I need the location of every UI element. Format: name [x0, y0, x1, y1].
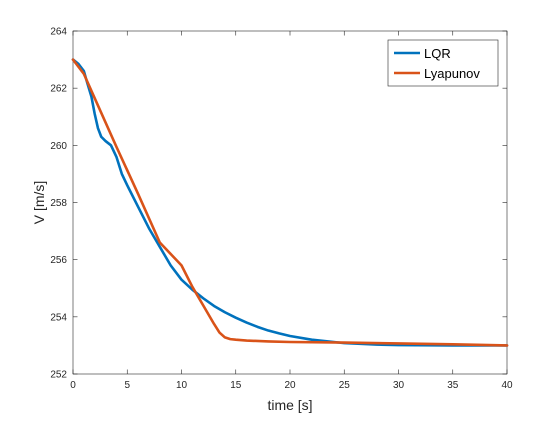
x-tick-label: 5 — [124, 380, 130, 391]
x-tick-label: 35 — [447, 380, 459, 391]
y-tick-label: 256 — [50, 255, 67, 266]
y-tick-label: 262 — [50, 84, 67, 95]
y-tick-label: 260 — [50, 141, 67, 152]
series-lines — [71, 58, 509, 347]
x-tick-label: 10 — [176, 380, 188, 391]
y-tick-label: 258 — [50, 198, 67, 209]
legend-label-lyapunov: Lyapunov — [424, 66, 480, 81]
x-tick-label: 30 — [393, 380, 405, 391]
axis-ticks: 0 5 10 15 20 25 30 35 40 252 254 256 258 260 262 264 — [50, 27, 513, 392]
x-tick-label: 15 — [230, 380, 242, 391]
series-line-lqr — [71, 58, 509, 347]
x-tick-label: 25 — [339, 380, 351, 391]
plot-box — [72, 30, 508, 375]
x-tick-label: 40 — [501, 380, 513, 391]
y-tick-label: 254 — [50, 312, 67, 323]
plot-area — [72, 30, 508, 375]
y-tick-label: 252 — [50, 370, 67, 381]
y-axis-label: V [m/s] — [31, 181, 47, 225]
x-tick-label: 20 — [284, 380, 296, 391]
series-line-lyapunov — [71, 58, 509, 347]
legend-box — [387, 39, 499, 87]
x-tick-label: 0 — [70, 380, 76, 391]
legend-label-lqr: LQR — [424, 46, 451, 61]
x-axis-label: time [s] — [267, 397, 312, 413]
legend: LQR Lyapunov — [387, 39, 499, 87]
y-tick-label: 264 — [50, 27, 67, 38]
